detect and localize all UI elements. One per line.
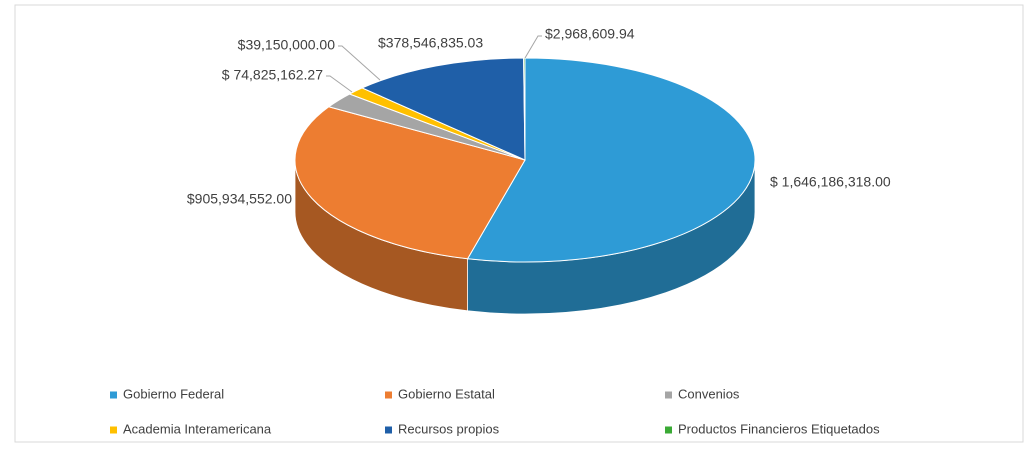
legend-label: Recursos propios xyxy=(398,421,500,436)
legend-swatch xyxy=(385,391,392,399)
legend-swatch xyxy=(110,391,117,399)
data-label: $39,150,000.00 xyxy=(238,37,336,53)
legend-swatch xyxy=(385,426,392,434)
legend-label: Productos Financieros Etiquetados xyxy=(678,421,880,436)
data-label: $ 1,646,186,318.00 xyxy=(770,174,891,190)
slice xyxy=(523,57,526,161)
data-label: $2,968,609.94 xyxy=(545,26,635,42)
data-label: $ 74,825,162.27 xyxy=(222,67,323,83)
slice xyxy=(360,57,526,161)
legend-swatch xyxy=(110,426,117,434)
legend-label: Gobierno Federal xyxy=(123,386,224,401)
legend-label: Convenios xyxy=(678,386,740,401)
leader-line xyxy=(338,45,381,81)
data-label: $905,934,552.00 xyxy=(187,191,292,207)
legend-label: Academia Interamericana xyxy=(123,421,272,436)
slice xyxy=(466,57,756,263)
leader-line xyxy=(524,35,542,59)
data-label: $378,546,835.03 xyxy=(378,35,483,51)
leader-line xyxy=(326,75,353,93)
legend-label: Gobierno Estatal xyxy=(398,386,495,401)
legend-swatch xyxy=(665,391,672,399)
legend-swatch xyxy=(665,426,672,434)
